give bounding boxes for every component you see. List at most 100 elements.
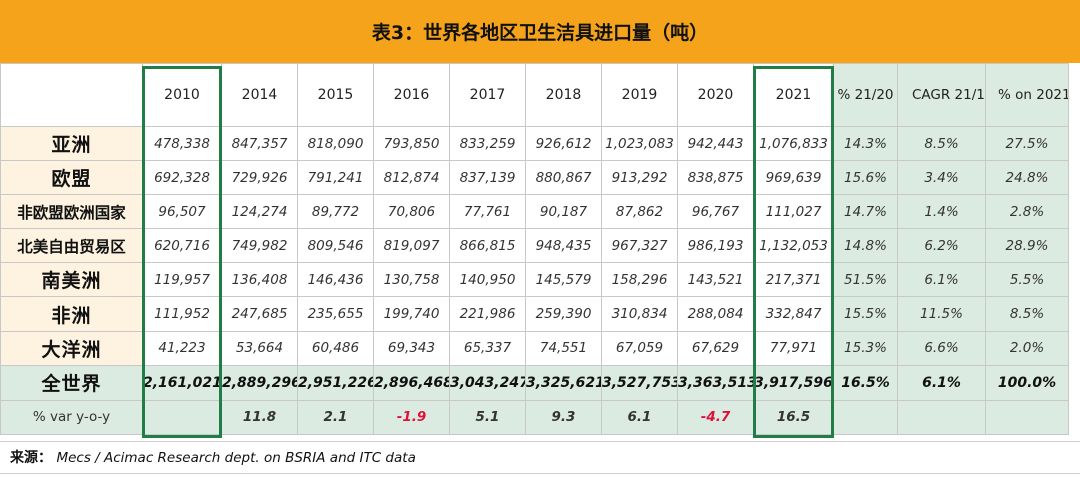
value-cell: 96,507 — [142, 194, 222, 230]
value-cell: 837,139 — [449, 160, 526, 196]
row-label: 欧盟 — [0, 160, 143, 196]
col-header-2021: 2021 — [753, 63, 834, 127]
total-value-cell: 3,917,596 — [753, 364, 834, 401]
col-header-2014: 2014 — [221, 63, 298, 127]
share-cell: 2.8% — [985, 194, 1069, 230]
row-label: 大洋洲 — [0, 330, 143, 366]
share-cell: 28.9% — [985, 228, 1069, 264]
col-header-2018: 2018 — [525, 63, 602, 127]
value-cell: 77,761 — [449, 194, 526, 230]
yoy-value-cell: 5.1 — [449, 399, 526, 435]
value-cell: 478,338 — [142, 125, 222, 162]
value-cell: 90,187 — [525, 194, 602, 230]
table-row: 非洲 111,952 247,685 235,655 199,740 221,986 259… — [0, 296, 1069, 332]
value-cell: 1,132,053 — [753, 228, 834, 264]
total-label: 全世界 — [0, 364, 143, 401]
table-row: 大洋洲 41,223 53,664 60,486 69,343 65,337 74,551 6… — [0, 330, 1069, 366]
share-cell: 8.5% — [985, 296, 1069, 332]
value-cell: 136,408 — [221, 262, 298, 298]
value-cell: 866,815 — [449, 228, 526, 264]
footer-divider — [0, 441, 1080, 442]
value-cell: 119,957 — [142, 262, 222, 298]
share-cell: 27.5% — [985, 125, 1069, 162]
pct-21-20-cell: 14.7% — [833, 194, 898, 230]
value-cell: 332,847 — [753, 296, 834, 332]
pct-21-20-cell: 15.5% — [833, 296, 898, 332]
value-cell: 145,579 — [525, 262, 602, 298]
col-header-2020: 2020 — [677, 63, 754, 127]
col-header-cagr: CAGR 21/10 — [897, 63, 986, 127]
value-cell: 217,371 — [753, 262, 834, 298]
value-cell: 111,027 — [753, 194, 834, 230]
yoy-value-cell — [142, 399, 222, 435]
yoy-value-cell: 16.5 — [753, 399, 834, 435]
share-cell: 5.5% — [985, 262, 1069, 298]
cagr-cell: 3.4% — [897, 160, 986, 196]
total-value-cell: 2,161,021 — [142, 364, 222, 401]
value-cell: 967,327 — [601, 228, 678, 264]
cagr-cell: 11.5% — [897, 296, 986, 332]
value-cell: 77,971 — [753, 330, 834, 366]
value-cell: 74,551 — [525, 330, 602, 366]
empty-cell — [897, 399, 986, 435]
value-cell: 199,740 — [373, 296, 450, 332]
value-cell: 89,772 — [297, 194, 374, 230]
value-cell: 969,639 — [753, 160, 834, 196]
total-value-cell: 3,527,753 — [601, 364, 678, 401]
value-cell: 310,834 — [601, 296, 678, 332]
row-label: 非欧盟欧洲国家 — [0, 194, 143, 230]
value-cell: 288,084 — [677, 296, 754, 332]
value-cell: 111,952 — [142, 296, 222, 332]
value-cell: 221,986 — [449, 296, 526, 332]
yoy-value-cell: -4.7 — [677, 399, 754, 435]
value-cell: 65,337 — [449, 330, 526, 366]
value-cell: 146,436 — [297, 262, 374, 298]
value-cell: 791,241 — [297, 160, 374, 196]
header-row: 2010 2014 2015 2016 2017 2018 2019 2020 … — [0, 63, 1069, 127]
yoy-value-cell: 2.1 — [297, 399, 374, 435]
total-value-cell: 2,896,468 — [373, 364, 450, 401]
col-header-2016: 2016 — [373, 63, 450, 127]
total-value-cell: 2,951,226 — [297, 364, 374, 401]
table-row: 南美洲 119,957 136,408 146,436 130,758 140,950 14… — [0, 262, 1069, 298]
value-cell: 729,926 — [221, 160, 298, 196]
col-header-2015: 2015 — [297, 63, 374, 127]
value-cell: 70,806 — [373, 194, 450, 230]
empty-cell — [833, 399, 898, 435]
value-cell: 67,629 — [677, 330, 754, 366]
source-text: Mecs / Acimac Research dept. on BSRIA an… — [56, 450, 416, 466]
col-header-pct-21-20: % 21/20 — [833, 63, 898, 127]
value-cell: 67,059 — [601, 330, 678, 366]
total-value-cell: 3,043,247 — [449, 364, 526, 401]
value-cell: 749,982 — [221, 228, 298, 264]
value-cell: 793,850 — [373, 125, 450, 162]
cagr-cell: 1.4% — [897, 194, 986, 230]
col-header-2019: 2019 — [601, 63, 678, 127]
cagr-cell: 6.1% — [897, 262, 986, 298]
value-cell: 620,716 — [142, 228, 222, 264]
col-header-share: % on 2021 world imports — [985, 63, 1069, 127]
value-cell: 158,296 — [601, 262, 678, 298]
yoy-value-cell: 9.3 — [525, 399, 602, 435]
corner-cell — [0, 63, 143, 127]
empty-cell — [985, 399, 1069, 435]
source-note: 来源： Mecs / Acimac Research dept. on BSRI… — [10, 447, 416, 467]
total-value-cell: 3,325,621 — [525, 364, 602, 401]
value-cell: 986,193 — [677, 228, 754, 264]
pct-21-20-cell: 15.3% — [833, 330, 898, 366]
value-cell: 60,486 — [297, 330, 374, 366]
pct-21-20-cell: 51.5% — [833, 262, 898, 298]
value-cell: 833,259 — [449, 125, 526, 162]
value-cell: 140,950 — [449, 262, 526, 298]
table-row: 亚洲 478,338 847,357 818,090 793,850 833,259 926… — [0, 125, 1069, 162]
yoy-value-cell: -1.9 — [373, 399, 450, 435]
value-cell: 818,090 — [297, 125, 374, 162]
yoy-variation-row: % var y-o-y 11.8 2.1 -1.9 5.1 9.3 6.1 -4.7 16.5 — [0, 399, 1069, 435]
value-cell: 247,685 — [221, 296, 298, 332]
value-cell: 259,390 — [525, 296, 602, 332]
col-header-2010: 2010 — [142, 63, 222, 127]
table-row: 北美自由贸易区 620,716 749,982 809,546 819,097 866,8… — [0, 228, 1069, 264]
total-row: 全世界 2,161,021 2,889,296 2,951,226 2,896,468 3… — [0, 364, 1069, 401]
value-cell: 41,223 — [142, 330, 222, 366]
value-cell: 69,343 — [373, 330, 450, 366]
